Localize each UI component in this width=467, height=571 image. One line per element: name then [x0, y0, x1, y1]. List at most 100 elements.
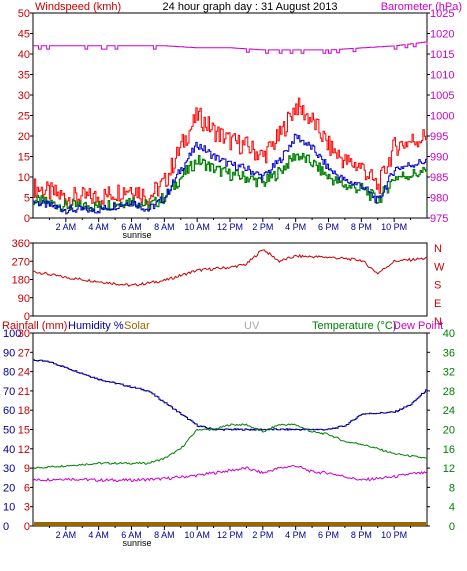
temperature-tick-label: 20	[443, 425, 455, 437]
temperature-series-line	[32, 423, 428, 469]
x-tick-label: 2 PM	[252, 530, 273, 540]
rain-tick-label: 6	[24, 482, 30, 494]
temperature-tick-label: 24	[443, 405, 455, 417]
wind-tick-label: 35	[18, 70, 30, 82]
x-tick-label: 2 AM	[56, 222, 77, 232]
baro-axis-title: Barometer (hPa)	[381, 1, 462, 13]
rain-tick-label: 18	[18, 405, 30, 417]
x-tick-label: 6 PM	[318, 530, 339, 540]
humidity-tick-label: 50	[3, 425, 15, 437]
baro-tick-label: 985	[430, 172, 448, 184]
temperature-tick-label: 40	[443, 328, 455, 340]
compass-tick-label: W	[434, 261, 445, 273]
wind-direction-series-line	[33, 249, 428, 288]
rain-tick-label: 12	[18, 444, 30, 456]
compass-tick-label: N	[434, 243, 442, 255]
x-tick-label: 12 PM	[217, 530, 243, 540]
x-tick-label: 4 AM	[88, 530, 109, 540]
humidity-tick-label: 20	[3, 482, 15, 494]
baro-tick-label: 990	[430, 152, 448, 164]
baro-tick-label: 1000	[430, 111, 454, 123]
x-tick-label: 8 AM	[154, 222, 175, 232]
compass-tick-label: S	[434, 280, 441, 292]
humidity-series-line	[33, 359, 428, 431]
x-tick-label: 10 AM	[184, 530, 210, 540]
sunrise-label-bottom: sunrise	[122, 538, 151, 548]
humidity-tick-label: 40	[3, 444, 15, 456]
humidity-tick-label: 0	[3, 521, 9, 533]
dir-series	[33, 249, 428, 288]
baro-ticks: 975 980 985 990 995 1000 1005 1010 1015 1020 1025	[427, 8, 454, 225]
humidity-tick-label: 70	[3, 386, 15, 398]
temperature-tick-label: 0	[449, 521, 455, 533]
dewpoint-series-line	[32, 464, 428, 483]
uv-axis-title: UV	[244, 320, 260, 332]
baro-tick-label: 1020	[430, 29, 454, 41]
sunrise-label-top: sunrise	[122, 230, 151, 240]
rain-tick-label: 24	[18, 367, 30, 379]
x-tick-label: 10 AM	[184, 222, 210, 232]
humidity-tick-label: 90	[3, 347, 15, 359]
x-tick-label: 4 PM	[285, 222, 306, 232]
temperature-tick-label: 4	[449, 502, 455, 514]
temperature-tick-label: 12	[443, 463, 455, 475]
x-tick-label: 2 AM	[56, 530, 77, 540]
wind-tick-label: 20	[18, 131, 30, 143]
solar-axis-title: Solar	[124, 320, 150, 332]
temperature-tick-label: 36	[443, 347, 455, 359]
x-tick-label: 8 AM	[154, 530, 175, 540]
dir-ticks: 0 90 180 270 360	[12, 238, 33, 323]
wind-min-series-line	[33, 152, 428, 212]
wind-axis-title: Windspeed (kmh)	[35, 1, 121, 13]
humidity-tick-label: 60	[3, 405, 15, 417]
top-x-ticks: 2 AM 4 AM 6 AM 8 AM 10 AM 12 PM 2 PM 4 PM 6 PM 8 …	[48, 218, 412, 232]
baro-tick-label: 1010	[430, 70, 454, 82]
temperature-tick-label: 32	[443, 367, 455, 379]
baro-tick-label: 975	[430, 213, 448, 225]
baro-tick-label: 1005	[430, 90, 454, 102]
wind-tick-label: 10	[18, 172, 30, 184]
rain-tick-label: 0	[24, 521, 30, 533]
humidity-tick-label: 30	[3, 463, 15, 475]
rain-tick-label: 9	[24, 463, 30, 475]
x-tick-label: 2 PM	[252, 222, 273, 232]
temperature-tick-label: 28	[443, 386, 455, 398]
rain-tick-label: 21	[18, 386, 30, 398]
temperature-ticks: 0 4 8 12 16 20 24 28 32 36 40	[427, 328, 455, 533]
bottom-x-ticks: 2 AM 4 AM 6 AM 8 AM 10 AM 12 PM 2 PM 4 PM 6 PM 8 …	[48, 526, 412, 540]
dir-tick-label: 90	[18, 293, 30, 305]
x-tick-label: 10 PM	[381, 530, 407, 540]
compass-tick-label: E	[434, 298, 441, 310]
wind-tick-label: 30	[18, 90, 30, 102]
x-tick-label: 6 PM	[318, 222, 339, 232]
barometer-series-line	[33, 41, 428, 54]
top-series	[33, 41, 428, 215]
x-tick-label: 6 AM	[121, 222, 142, 232]
rain-tick-label: 27	[18, 347, 30, 359]
temperature-tick-label: 16	[443, 444, 455, 456]
humidity-tick-label: 10	[3, 502, 15, 514]
dew-axis-title: Dew Point	[393, 320, 443, 332]
rainfall-series-bar	[34, 522, 426, 526]
humidity-tick-label: 80	[3, 367, 15, 379]
baro-tick-label: 1025	[430, 8, 454, 20]
baro-tick-label: 1015	[430, 49, 454, 61]
x-tick-label: 8 PM	[351, 222, 372, 232]
rain-tick-label: 3	[24, 502, 30, 514]
humidity-tick-label: 100	[3, 328, 21, 340]
wind-tick-label: 40	[18, 49, 30, 61]
humidity-axis-title: Humidity %	[68, 320, 124, 332]
chart-title: 24 hour graph day : 31 August 2013	[163, 1, 338, 13]
x-tick-label: 12 PM	[217, 222, 243, 232]
wind-tick-label: 15	[18, 152, 30, 164]
dir-tick-label: 0	[24, 311, 30, 323]
wind-tick-label: 25	[18, 111, 30, 123]
x-tick-label: 10 PM	[381, 222, 407, 232]
x-tick-label: 8 PM	[351, 530, 372, 540]
bottom-series	[32, 359, 428, 526]
windspeed-series-line	[33, 133, 428, 215]
